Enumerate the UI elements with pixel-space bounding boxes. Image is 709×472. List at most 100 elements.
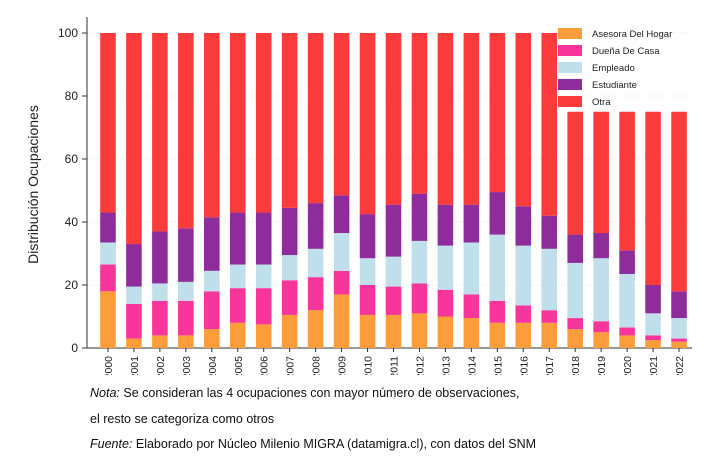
bar-segment [178, 300, 194, 336]
bar-segment [307, 33, 324, 204]
bar-segment [671, 338, 687, 342]
bar-segment [541, 215, 558, 249]
bar-segment [281, 280, 298, 315]
x-tick-label: 2018 [570, 356, 582, 375]
x-tick-label: 2015 [492, 356, 504, 375]
bar-segment [100, 291, 116, 348]
bar-segment [333, 294, 350, 348]
bar-segment [359, 33, 376, 215]
bar-segment [619, 250, 635, 274]
bar-segment [541, 33, 558, 216]
x-tick-label: 2000 [103, 356, 115, 375]
legend-swatch [558, 62, 582, 73]
bar-segment [437, 33, 454, 205]
bar-segment [204, 270, 220, 292]
legend-swatch [558, 79, 582, 90]
x-tick-label: 2010 [363, 356, 375, 375]
bar-segment [359, 258, 376, 285]
bar-segment [515, 245, 532, 306]
bar-segment [385, 314, 402, 348]
bar-segment [671, 341, 687, 348]
bar-segment [178, 335, 194, 348]
bar-segment [645, 340, 661, 348]
x-tick-label: 2011 [389, 356, 401, 375]
bar-segment [307, 310, 324, 348]
bar-segment [307, 277, 324, 311]
y-tick-label: 60 [65, 152, 79, 166]
bar-segment [437, 204, 454, 246]
bar-segment [489, 192, 506, 235]
bar-segment [619, 335, 635, 348]
bar-segment [645, 285, 661, 314]
bar-segment [126, 244, 142, 287]
bar-segment [255, 324, 272, 348]
bar-segment [463, 318, 480, 348]
x-tick-label: 2004 [207, 356, 219, 375]
x-tick-label: 2007 [285, 356, 297, 375]
bar-segment [359, 285, 376, 315]
bar-segment [255, 264, 272, 289]
y-axis-label: Distribución Ocupaciones [25, 105, 41, 264]
bar-segment [671, 291, 687, 319]
bar-segment [152, 33, 168, 232]
bar-segment [671, 111, 687, 292]
bar-segment [489, 234, 506, 301]
bar-segment [281, 255, 298, 281]
x-tick-label: 2022 [674, 356, 686, 375]
bar-segment [567, 329, 583, 348]
x-tick-label: 2005 [233, 356, 245, 375]
legend-label: Otra [592, 97, 611, 108]
bar-segment [463, 294, 480, 319]
bar-segment [126, 303, 142, 339]
legend-swatch [558, 96, 582, 107]
x-tick-label: 2019 [596, 356, 608, 375]
bar-segment [359, 314, 376, 348]
bar-segment [152, 335, 168, 348]
bar-segment [411, 313, 428, 348]
bar-segment [541, 248, 558, 311]
x-tick-label: 2017 [544, 356, 556, 375]
bar-segment [567, 234, 583, 263]
bar-segment [645, 111, 661, 285]
legend-label: Asesora Del Hogar [592, 29, 672, 40]
stacked-bar-chart: 0 20 40 60 80 100 Distribución Ocupaciones 2000… [25, 17, 692, 379]
legend-label: Dueña De Casa [592, 46, 660, 57]
bar-segment [152, 231, 168, 284]
y-tick-label: 100 [58, 26, 78, 40]
bar-segment [385, 256, 402, 287]
bar-segment [385, 204, 402, 257]
bar-segment [593, 258, 609, 322]
x-tick-label: 2016 [518, 356, 530, 375]
bar-segment [567, 318, 583, 330]
bar-segment [152, 300, 168, 336]
bar-segment [333, 195, 350, 234]
bar-segment [515, 33, 532, 207]
bar-segment [645, 313, 661, 336]
bar-segment [204, 33, 220, 218]
x-tick-label: 2002 [155, 356, 167, 375]
bar-segment [619, 327, 635, 336]
bar-segment [307, 248, 324, 278]
bar-segment [515, 322, 532, 348]
x-tick-label: 2014 [466, 356, 478, 375]
bar-segment [515, 206, 532, 246]
bar-segment [281, 33, 298, 208]
note-line-2: el resto se categoriza como otros [90, 412, 275, 426]
note-label: Nota: [90, 386, 120, 400]
y-tick-label: 20 [65, 278, 79, 292]
bar-segment [411, 193, 428, 241]
bar-segment [541, 322, 558, 348]
bar-segment [152, 283, 168, 301]
bar-segment [126, 33, 142, 245]
bar-segment [229, 322, 246, 348]
bar-segment [333, 270, 350, 295]
source-label: Fuente: [90, 437, 133, 451]
bar-segment [255, 212, 272, 265]
legend-swatch [558, 45, 582, 56]
legend-swatch [558, 28, 582, 39]
bar-segment [333, 33, 350, 196]
bar-segment [229, 288, 246, 323]
x-tick-label: 2009 [337, 356, 349, 375]
x-tick-label: 2001 [129, 356, 141, 375]
bar-segment [619, 273, 635, 328]
